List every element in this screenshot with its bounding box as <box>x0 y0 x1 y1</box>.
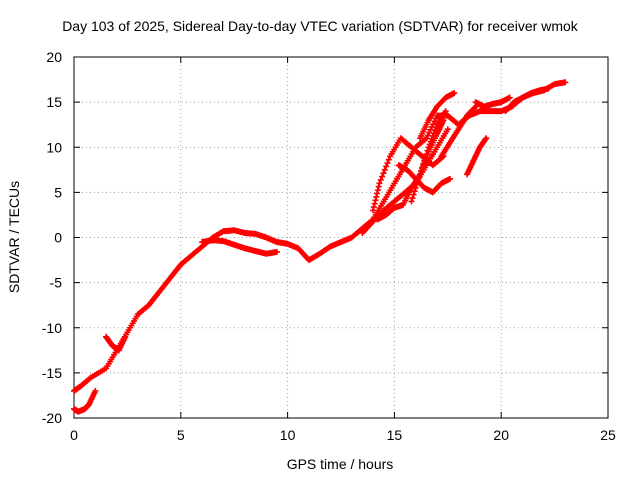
data-point <box>408 198 415 205</box>
x-tick-label: 15 <box>387 427 403 443</box>
y-tick-label: 20 <box>46 49 62 65</box>
x-tick-label: 20 <box>493 427 509 443</box>
data-point <box>418 167 425 174</box>
data-point <box>385 156 392 163</box>
data-point <box>506 94 513 101</box>
data-point <box>374 190 381 197</box>
data-point <box>419 164 426 171</box>
data-point <box>409 195 416 202</box>
data-point <box>444 126 451 133</box>
data-point <box>375 183 382 190</box>
x-axis-label: GPS time / hours <box>286 456 394 472</box>
data-point <box>446 175 453 182</box>
data-point <box>428 135 435 142</box>
data-point <box>417 171 424 178</box>
gridlines <box>74 57 608 418</box>
data-point <box>122 333 129 340</box>
data-point <box>273 248 280 255</box>
data-point <box>415 174 422 181</box>
y-tick-label: -15 <box>42 365 62 381</box>
data-points <box>71 79 569 415</box>
data-point <box>380 170 387 177</box>
axes: 0 5 10 15 20 25 -20 -15 -10 -5 0 5 10 15 20 <box>42 49 616 443</box>
data-point <box>373 193 380 200</box>
y-tick-label: -10 <box>42 320 62 336</box>
y-tick-label: 10 <box>46 139 62 155</box>
data-point <box>420 161 427 168</box>
data-point <box>371 200 378 207</box>
data-point <box>92 387 99 394</box>
data-point <box>421 157 428 164</box>
y-tick-label: -5 <box>50 275 63 291</box>
x-tick-label: 25 <box>600 427 616 443</box>
x-tick-label: 10 <box>280 427 296 443</box>
y-tick-label: -20 <box>42 410 62 426</box>
data-point <box>426 141 433 148</box>
data-point <box>376 180 383 187</box>
data-point <box>422 154 429 161</box>
data-point <box>424 147 431 154</box>
data-point <box>377 176 384 183</box>
x-tick-label: 0 <box>70 427 78 443</box>
x-tick-label: 5 <box>177 427 185 443</box>
y-tick-label: 0 <box>54 230 62 246</box>
data-point <box>414 178 421 185</box>
data-point <box>430 130 437 137</box>
chart-title: Day 103 of 2025, Sidereal Day-to-day VTE… <box>62 18 578 34</box>
data-point <box>372 197 379 204</box>
y-tick-label: 15 <box>46 94 62 110</box>
data-point <box>429 132 436 139</box>
data-point <box>442 108 449 115</box>
data-point <box>427 138 434 145</box>
data-point <box>384 160 391 167</box>
data-point <box>370 204 377 211</box>
data-point <box>370 207 377 214</box>
data-point <box>433 124 440 131</box>
data-point <box>483 135 490 142</box>
data-point <box>412 184 419 191</box>
data-point <box>383 163 390 170</box>
y-tick-label: 5 <box>54 184 62 200</box>
data-point <box>379 173 386 180</box>
data-point <box>562 79 569 86</box>
data-point <box>410 191 417 198</box>
data-point <box>471 104 478 111</box>
data-point <box>381 166 388 173</box>
data-point <box>482 136 489 143</box>
data-point <box>413 181 420 188</box>
y-axis-label: SDTVAR / TECUs <box>6 180 22 294</box>
data-point <box>423 151 430 158</box>
data-point <box>451 90 458 97</box>
data-point <box>374 187 381 194</box>
data-point <box>411 188 418 195</box>
data-point <box>425 144 432 151</box>
data-point <box>431 127 438 134</box>
data-point <box>545 85 552 92</box>
